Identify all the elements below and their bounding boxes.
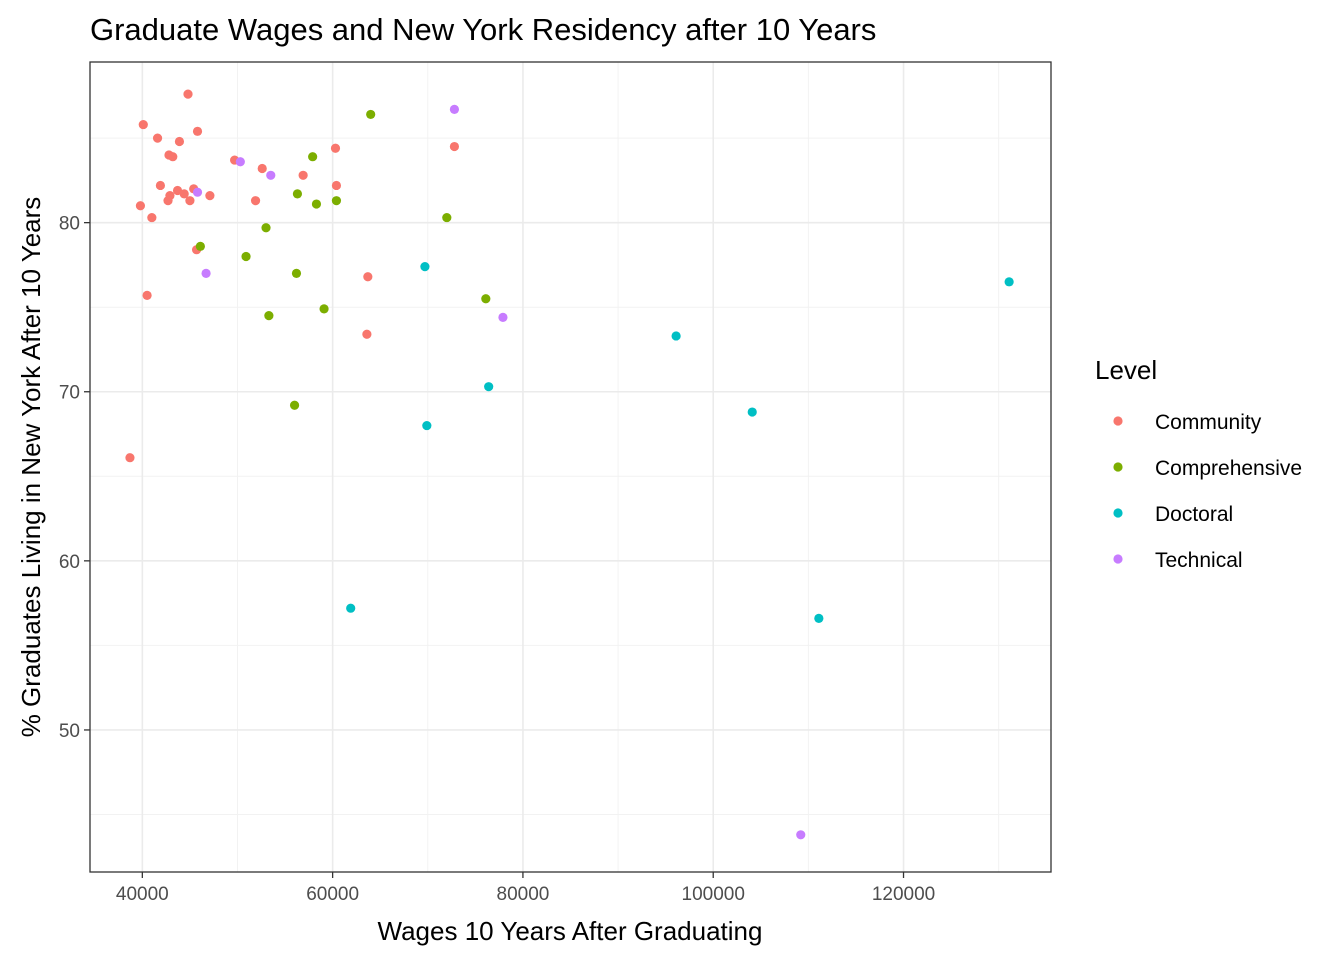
legend-label-technical: Technical [1155, 549, 1243, 572]
data-point [449, 104, 460, 114]
data-point [346, 603, 356, 613]
data-point [330, 143, 341, 153]
series-community [125, 89, 460, 463]
data-point [814, 613, 824, 623]
data-point [195, 241, 205, 251]
data-point [264, 311, 274, 321]
data-point [165, 190, 175, 201]
data-point [484, 382, 494, 392]
data-point [362, 329, 372, 339]
data-point [261, 223, 271, 233]
data-point [796, 830, 806, 840]
data-point [125, 453, 135, 463]
data-point [498, 312, 508, 322]
legend: Level Community Comprehensive Doctoral Tech… [1095, 355, 1302, 572]
legend-label-doctoral: Doctoral [1155, 503, 1233, 526]
data-point [135, 201, 146, 211]
legend-key-comprehensive [1113, 462, 1123, 472]
x-axis-title: Wages 10 Years After Graduating [378, 916, 763, 946]
y-tick-label: 60 [59, 552, 80, 573]
data-point [205, 190, 215, 201]
data-point [147, 212, 157, 223]
data-point [183, 89, 193, 99]
data-point [422, 420, 432, 431]
data-point [747, 407, 757, 417]
data-point [671, 331, 681, 341]
plot-panel-border [89, 61, 1052, 873]
x-axis: 40000 60000 80000 100000 120000 [116, 872, 935, 905]
legend-label-comprehensive: Comprehensive [1155, 457, 1302, 480]
data-point [289, 400, 300, 410]
y-tick-label: 70 [59, 383, 80, 404]
series-comprehensive [195, 109, 491, 410]
data-point [174, 136, 185, 147]
data-point [235, 157, 245, 167]
data-point [481, 294, 491, 304]
data-point [138, 119, 148, 130]
data-point [257, 163, 267, 174]
data-point [311, 199, 322, 209]
data-point [168, 152, 178, 162]
data-point [142, 290, 152, 300]
chart-title: Graduate Wages and New York Residency af… [90, 12, 876, 47]
data-point [298, 170, 308, 180]
data-point [308, 152, 318, 162]
data-point [449, 141, 460, 152]
legend-key-community [1113, 416, 1123, 426]
series-doctoral [346, 262, 1014, 623]
legend-key-doctoral [1113, 508, 1123, 518]
data-point [1004, 277, 1014, 287]
y-tick-label: 80 [59, 214, 80, 235]
y-axis-title: % Graduates Living in New York After 10 … [16, 197, 46, 738]
data-point [192, 126, 203, 136]
data-points [125, 89, 1014, 840]
data-point [366, 109, 376, 120]
data-point [420, 262, 430, 272]
legend-label-community: Community [1155, 411, 1262, 434]
series-technical [192, 104, 806, 840]
data-point [331, 196, 342, 206]
x-tick-label: 40000 [116, 884, 169, 905]
x-tick-label: 120000 [872, 884, 935, 905]
x-tick-label: 60000 [306, 884, 359, 905]
data-point [250, 196, 261, 206]
x-tick-label: 80000 [497, 884, 550, 905]
x-tick-label: 100000 [682, 884, 745, 905]
data-point [152, 133, 163, 143]
data-point [266, 170, 276, 180]
data-point [292, 189, 303, 199]
y-axis: 50 60 70 80 [59, 214, 90, 742]
data-point [201, 268, 211, 278]
y-tick-label: 50 [59, 721, 80, 742]
data-point [319, 304, 329, 314]
data-point [185, 196, 195, 206]
grid [90, 62, 1051, 872]
data-point [179, 189, 189, 199]
data-point [241, 251, 251, 262]
data-point [192, 187, 203, 197]
data-point [155, 180, 166, 191]
legend-key-technical [1113, 554, 1123, 564]
data-point [331, 180, 342, 191]
data-point [363, 272, 373, 282]
legend-title: Level [1095, 355, 1157, 385]
data-point [442, 212, 452, 223]
data-point [291, 268, 302, 278]
